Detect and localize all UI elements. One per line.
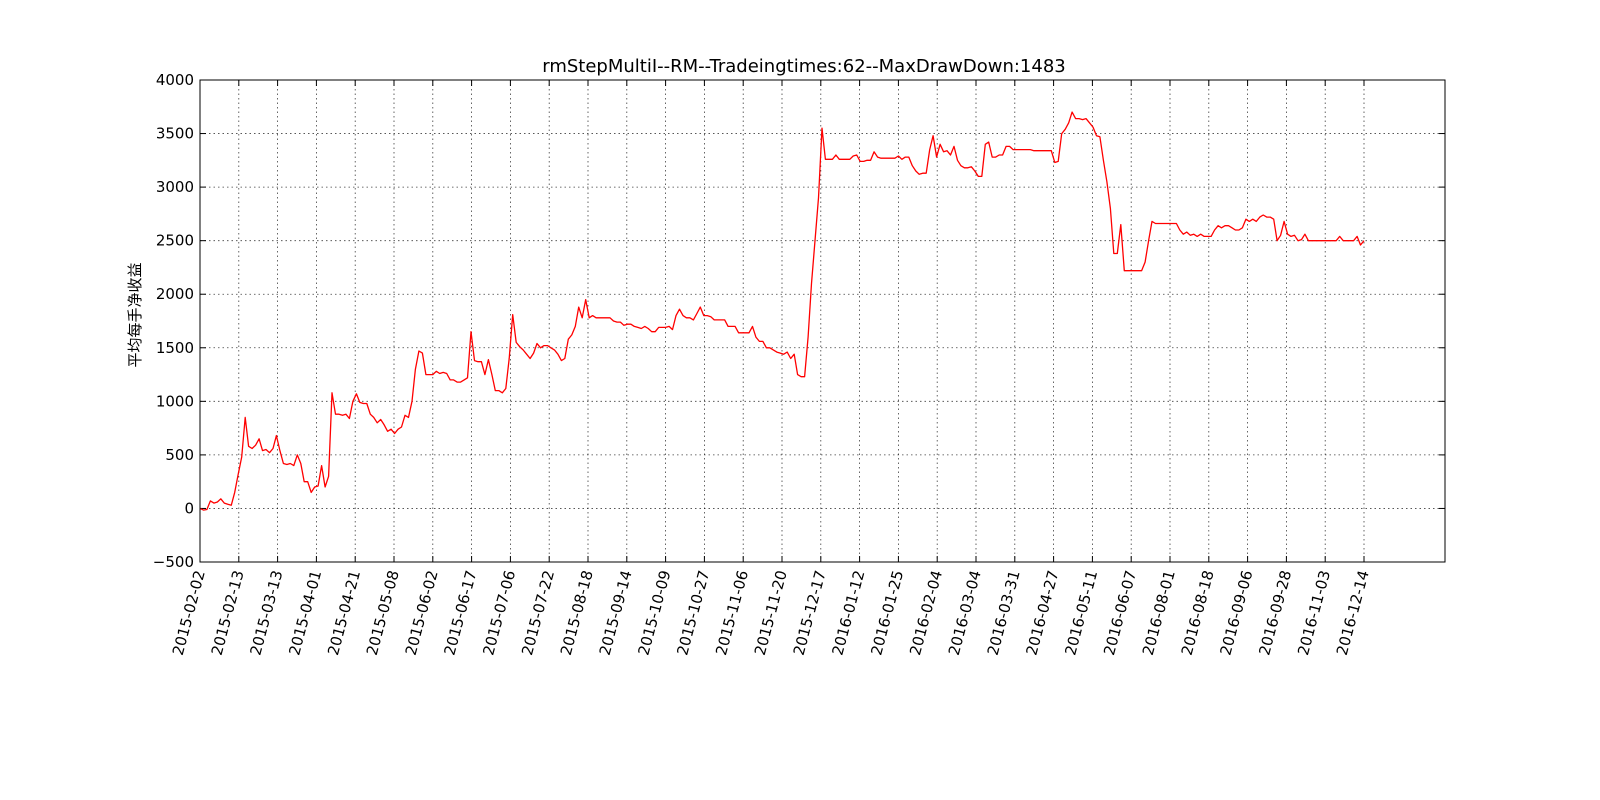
y-tick-label: 1500: [156, 339, 194, 357]
y-tick-label: 1000: [156, 392, 194, 410]
y-tick-label: 500: [165, 446, 194, 464]
x-tick-label: 2015-10-27: [673, 568, 713, 657]
x-tick-label: 2015-11-06: [712, 568, 752, 657]
y-tick-label: 3000: [156, 178, 194, 196]
x-axis-ticks: 2015-02-022015-02-132015-03-132015-04-01…: [169, 80, 1373, 657]
y-tick-label: 3500: [156, 125, 194, 143]
x-tick-label: 2016-01-25: [867, 568, 907, 657]
x-tick-label: 2015-10-09: [635, 568, 675, 657]
x-tick-label: 2015-07-06: [479, 568, 519, 657]
x-tick-label: 2015-02-02: [169, 568, 209, 657]
x-tick-label: 2016-08-01: [1139, 568, 1179, 657]
y-tick-label: 2000: [156, 285, 194, 303]
series-layer: [199, 111, 1365, 511]
x-tick-label: 2016-05-11: [1061, 568, 1101, 657]
x-tick-label: 2016-03-04: [945, 568, 985, 657]
y-axis-ticks: −500 0 500 1000 1500 2000 2500 3000 3500 4000: [153, 71, 1445, 571]
plot-frame: [199, 79, 1446, 563]
x-tick-label: 2016-11-03: [1294, 568, 1334, 657]
x-tick-label: 2016-01-12: [829, 568, 869, 657]
y-tick-label: 0: [184, 499, 194, 517]
x-tick-label: 2016-04-27: [1023, 568, 1063, 657]
x-tick-label: 2015-06-17: [441, 568, 481, 657]
x-tick-label: 2015-02-13: [208, 568, 248, 657]
y-axis-label: 平均每手净收益: [126, 262, 144, 367]
x-tick-label: 2016-12-14: [1333, 568, 1373, 657]
x-tick-label: 2015-03-13: [247, 568, 287, 657]
x-tick-label: 2016-02-04: [906, 568, 946, 657]
grid-lines: [200, 80, 1445, 562]
x-tick-label: 2016-09-06: [1217, 568, 1257, 657]
x-tick-label: 2015-08-18: [557, 568, 597, 657]
x-tick-label: 2016-06-07: [1100, 568, 1140, 657]
x-tick-label: 2015-04-01: [285, 568, 325, 657]
x-tick-label: 2016-03-31: [984, 568, 1024, 657]
x-tick-label: 2015-09-14: [596, 568, 636, 657]
y-tick-label: 2500: [156, 232, 194, 250]
x-tick-label: 2015-07-22: [518, 568, 558, 657]
x-tick-label: 2015-12-17: [790, 568, 830, 657]
x-tick-label: 2015-11-20: [751, 568, 791, 657]
chart-title: rmStepMultiI--RM--Tradeingtimes:62--MaxD…: [542, 56, 1066, 77]
x-tick-label: 2016-08-18: [1178, 568, 1218, 657]
x-tick-label: 2015-04-21: [324, 568, 364, 657]
x-tick-label: 2016-09-28: [1255, 568, 1295, 657]
y-tick-label: −500: [153, 553, 194, 571]
x-tick-label: 2015-05-08: [363, 568, 403, 657]
series-line: [199, 111, 1365, 511]
y-tick-label: 4000: [156, 71, 194, 89]
x-tick-label: 2015-06-02: [402, 568, 442, 657]
